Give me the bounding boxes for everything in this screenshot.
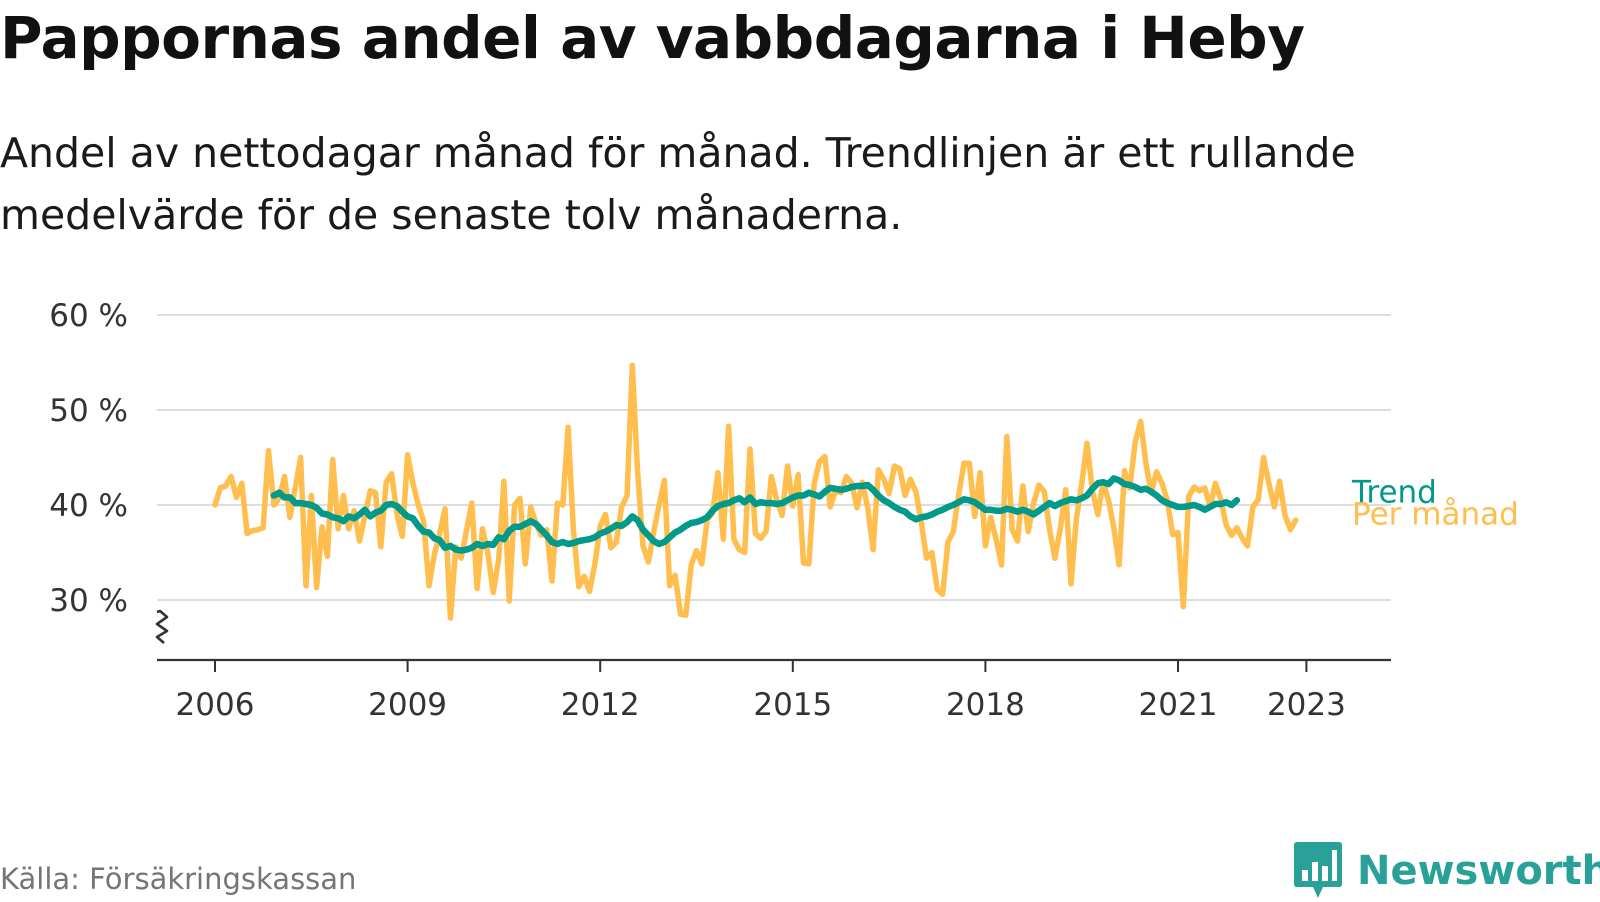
x-tick-label: 2021 (1139, 687, 1218, 723)
line-chart: 30 % 40 % 50 % 60 % 2006 2009 2012 2015 2018 202… (49, 298, 1519, 723)
brand-name: Newsworthy (1357, 848, 1600, 894)
x-tick-label: 2018 (946, 687, 1025, 723)
gridlines (157, 314, 1391, 601)
y-tick-label: 30 % (49, 583, 128, 619)
x-axis (155, 609, 1391, 662)
x-tick-label: 2006 (176, 687, 255, 723)
series-line-per-month (212, 362, 1299, 621)
x-tick-label: 2009 (368, 687, 447, 723)
chart-subtitle: Andel av nettodagar månad för månad. Tre… (0, 129, 1356, 239)
legend-label-trend: Trend (1351, 474, 1437, 510)
axis-break-icon (155, 609, 169, 644)
y-tick-label: 60 % (49, 298, 128, 334)
y-axis-ticks: 30 % 40 % 50 % 60 % (49, 298, 128, 619)
source-note: Källa: Försäkringskassan (0, 862, 357, 896)
x-tick-label: 2023 (1267, 687, 1346, 723)
series (212, 362, 1299, 621)
brand-logo: Newsworthy (1293, 840, 1600, 902)
series-line-trend (270, 475, 1241, 554)
y-tick-label: 40 % (49, 488, 128, 524)
legend-label-per-month: Per månad (1352, 496, 1519, 532)
y-tick-label: 50 % (49, 393, 128, 429)
x-tick-label: 2015 (753, 687, 832, 723)
chart-title: Pappornas andel av vabbdagarna i Heby (0, 4, 1305, 72)
x-axis-ticks: 2006 2009 2012 2015 2018 2021 2023 (176, 660, 1346, 723)
x-tick-label: 2012 (561, 687, 640, 723)
bar-chart-speech-bubble-icon (1294, 842, 1342, 898)
